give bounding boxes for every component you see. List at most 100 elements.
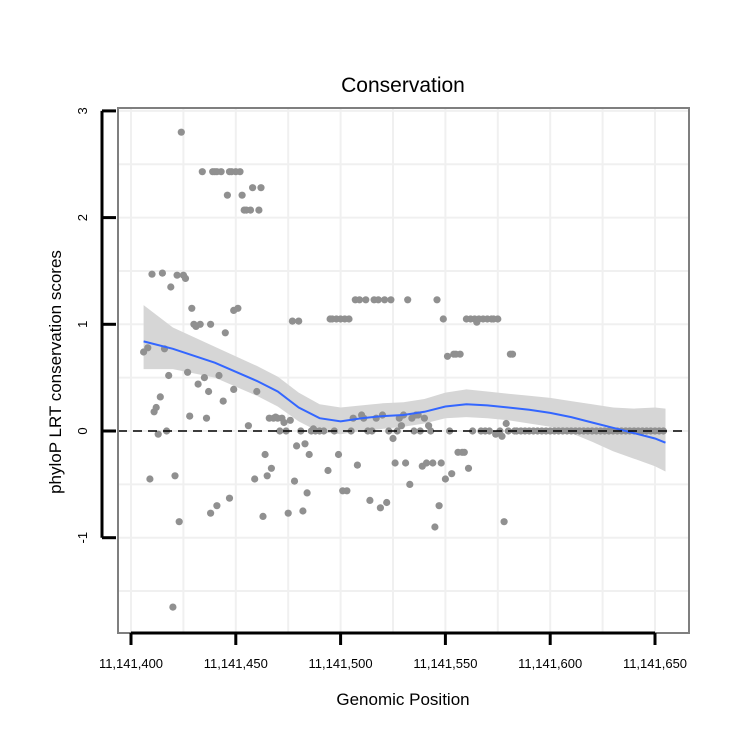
data-point xyxy=(217,168,225,176)
data-point xyxy=(184,368,192,376)
data-point xyxy=(460,448,468,456)
y-tick-label: 0 xyxy=(75,427,90,434)
data-point xyxy=(286,416,294,424)
data-point xyxy=(389,434,397,443)
data-point xyxy=(253,387,261,396)
data-point xyxy=(305,450,313,459)
y-tick-label: 3 xyxy=(75,107,90,114)
data-point xyxy=(290,477,299,485)
data-point xyxy=(435,502,443,510)
data-point xyxy=(355,296,364,304)
data-point xyxy=(261,450,269,459)
data-point xyxy=(437,459,445,467)
data-point xyxy=(219,397,227,405)
data-point xyxy=(324,466,332,475)
y-axis-title: phyloP LRT conservation scores xyxy=(46,250,65,494)
data-point xyxy=(181,274,190,282)
x-axis-title: Genomic Position xyxy=(336,690,469,709)
data-point xyxy=(362,296,370,304)
y-tick-label: -1 xyxy=(75,532,90,544)
data-point xyxy=(223,191,231,199)
data-point xyxy=(494,315,502,323)
data-point xyxy=(259,512,267,521)
y-tick-label: 1 xyxy=(75,321,90,328)
data-point xyxy=(148,270,156,278)
data-point xyxy=(257,184,265,192)
data-point xyxy=(188,304,196,312)
smooth-fit-line xyxy=(143,340,666,444)
chart-title: Conservation xyxy=(341,74,465,97)
data-point xyxy=(200,374,208,382)
data-point xyxy=(249,184,257,192)
data-point xyxy=(448,470,456,478)
data-point xyxy=(301,440,309,448)
data-point xyxy=(280,418,288,427)
x-axis: 11,141,400 11,141,450 11,141,500 11,141,550… xyxy=(99,631,687,671)
data-point xyxy=(343,487,351,495)
x-tick-label: 11,141,600 xyxy=(518,656,582,671)
data-point xyxy=(485,427,493,435)
data-point xyxy=(410,427,418,435)
data-point xyxy=(177,128,185,136)
data-point xyxy=(284,509,292,517)
y-axis: -1 0 1 2 3 xyxy=(75,107,116,543)
data-point xyxy=(225,494,234,502)
data-point xyxy=(196,320,204,328)
data-point xyxy=(368,427,376,435)
data-point xyxy=(146,475,154,483)
data-point xyxy=(255,206,263,214)
data-point xyxy=(320,427,328,435)
data-point xyxy=(397,422,405,430)
data-point xyxy=(464,464,473,472)
data-point xyxy=(402,459,410,467)
data-point xyxy=(152,403,160,412)
data-point xyxy=(156,393,164,401)
data-point xyxy=(221,329,229,337)
data-point xyxy=(334,450,343,459)
data-point xyxy=(202,414,211,422)
data-point xyxy=(207,509,215,517)
data-point xyxy=(422,459,431,467)
data-point xyxy=(169,603,177,611)
data-point xyxy=(391,459,399,467)
data-point xyxy=(207,320,215,328)
x-tick-label: 11,141,550 xyxy=(413,656,477,671)
data-point xyxy=(502,419,510,428)
data-point xyxy=(171,472,179,480)
x-tick-label: 11,141,500 xyxy=(309,656,373,671)
data-point xyxy=(376,504,384,512)
data-point xyxy=(293,442,301,450)
data-point xyxy=(500,518,508,526)
data-point xyxy=(406,480,414,488)
data-point xyxy=(383,498,391,507)
data-point xyxy=(443,352,452,360)
data-point xyxy=(173,271,181,279)
data-point xyxy=(276,427,284,435)
confidence-band-layer xyxy=(143,305,666,472)
data-point xyxy=(345,315,353,323)
data-point xyxy=(154,430,162,438)
data-point xyxy=(469,427,477,435)
data-point xyxy=(238,191,246,199)
data-point xyxy=(387,296,395,304)
data-point xyxy=(244,422,252,430)
data-point xyxy=(167,283,175,291)
data-point xyxy=(246,206,255,214)
data-point xyxy=(288,317,296,325)
data-point xyxy=(441,475,449,483)
data-point xyxy=(303,489,311,497)
data-point xyxy=(213,502,221,510)
x-tick-label: 11,141,650 xyxy=(623,656,687,671)
data-point xyxy=(420,414,428,422)
data-point xyxy=(144,344,152,352)
data-point xyxy=(374,296,382,304)
data-point xyxy=(205,387,213,396)
data-point xyxy=(431,523,439,531)
data-point xyxy=(381,296,389,304)
data-point xyxy=(175,518,183,526)
data-point xyxy=(433,296,441,304)
data-point xyxy=(427,427,435,435)
data-point xyxy=(251,475,259,483)
data-point xyxy=(429,459,437,467)
